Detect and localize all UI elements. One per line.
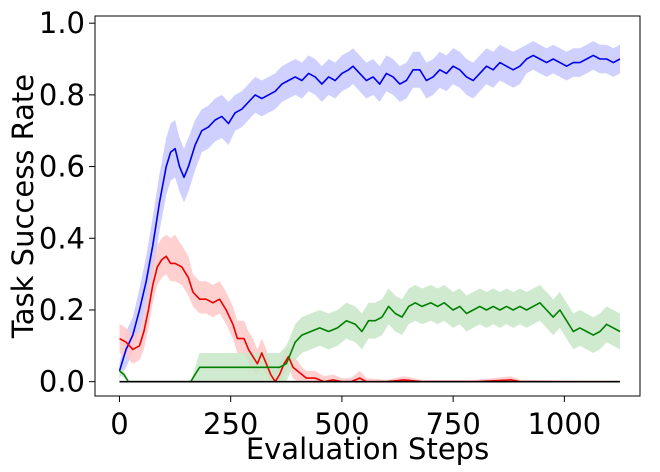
y-axis-title: Task Success Rate xyxy=(6,74,40,339)
x-tick-label: 250 xyxy=(203,407,258,441)
series-0-line xyxy=(118,54,621,372)
plot-frame xyxy=(94,15,641,397)
x-tick-label: 1000 xyxy=(527,407,601,441)
series-lines xyxy=(118,54,621,383)
y-tick-label: 0.2 xyxy=(39,293,85,327)
y-tick-label: 0.4 xyxy=(39,221,85,255)
series-1-band xyxy=(119,234,620,382)
y-axis: 0.0 0.2 0.4 0.6 0.8 1.0 xyxy=(39,6,95,399)
series-2-band xyxy=(119,284,620,382)
series-0-band xyxy=(119,41,620,379)
y-tick-label: 0.0 xyxy=(39,365,85,399)
series-1-line xyxy=(119,255,620,383)
x-tick-label: 750 xyxy=(425,407,480,441)
y-tick-label: 0.6 xyxy=(39,150,85,184)
confidence-bands xyxy=(119,41,620,382)
y-tick-label: 0.8 xyxy=(39,78,85,112)
x-tick-label: 500 xyxy=(314,407,369,441)
x-axis-title: Evaluation Steps xyxy=(246,432,489,466)
y-tick-label: 1.0 xyxy=(39,6,85,40)
x-tick-label: 0 xyxy=(110,407,128,441)
series-2-line xyxy=(118,301,621,383)
x-axis: 0 250 500 750 1000 xyxy=(110,396,601,441)
